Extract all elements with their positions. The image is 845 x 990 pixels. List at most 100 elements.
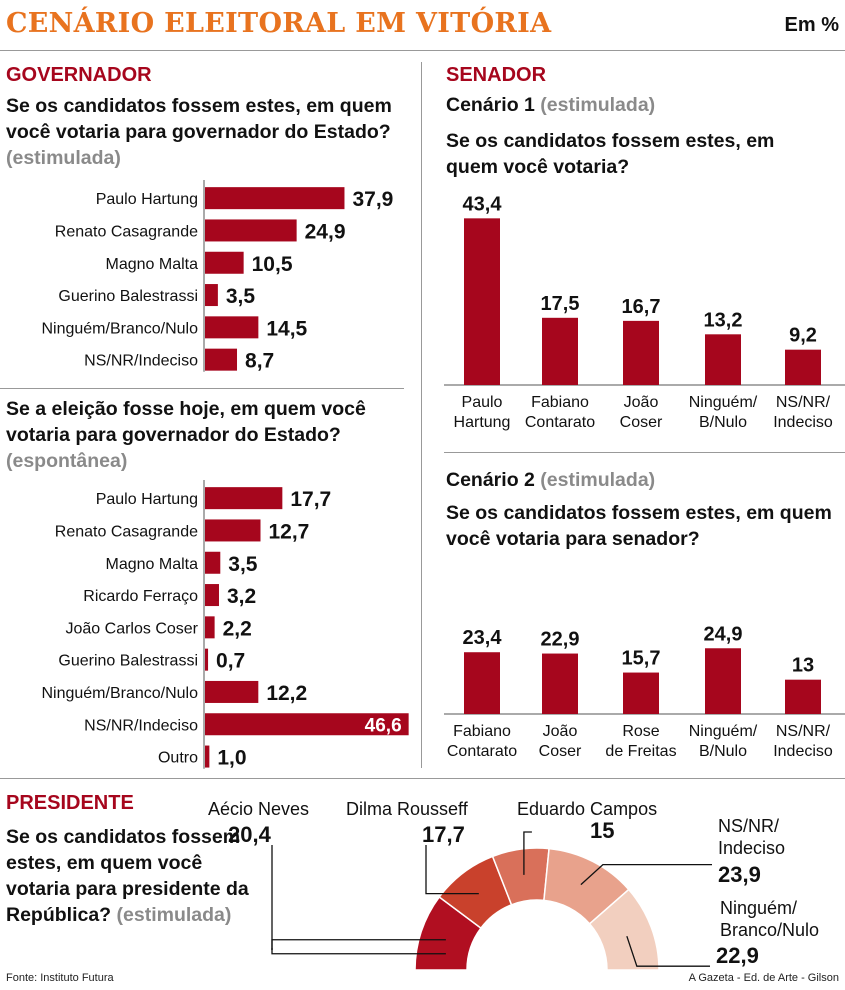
gov-q2-tag: (espontânea) [6,450,128,472]
sen-divider [444,452,845,453]
data-label: 17,5 [541,293,580,315]
data-label: 17,7 [422,822,465,847]
category-label: Aécio Neves [208,799,309,819]
gov2-chart: Paulo Hartung 17,7 Renato Casagrande 12,7 Ma… [41,480,409,770]
bar [705,334,741,385]
data-label: 0,7 [216,650,245,673]
sen-c1-tag: (estimulada) [540,94,656,116]
gov1-chart: Paulo Hartung 37,9 Renato Casagrande 24,9 Ma… [41,180,393,373]
data-label: 46,6 [365,715,402,736]
data-label: 17,7 [290,488,331,511]
bar [205,487,283,510]
data-label: 3,2 [227,585,256,608]
category-label: Fabiano [531,394,589,411]
sen2-chart: 23,4 Fabiano Contarato 22,9 João Coser 15,7 Ros… [444,623,845,760]
category-label: Coser [539,743,582,760]
pres-chart: Aécio Neves 20,4 Dilma Rousseff 17,7 Eduardo… [208,799,819,971]
leader-line [271,845,446,955]
bar [205,713,409,736]
bar [785,349,821,385]
data-label: 12,2 [266,682,307,705]
data-label: 23,4 [463,627,503,649]
data-label: 8,7 [245,350,274,373]
gov-q2-question: Se a eleição fosse hoje, em quem você vo… [6,398,366,472]
data-label: 24,9 [704,623,743,645]
category-label: Renato Casagrande [55,223,198,240]
leader-line [523,831,532,875]
data-label: 3,5 [228,553,258,576]
bar [205,519,261,542]
category-label: Outro [158,750,198,767]
data-label: 20,4 [228,822,272,847]
pres-tag: (estimulada) [116,904,232,926]
data-label: 23,9 [718,862,761,887]
unit-label: Em % [784,14,839,36]
category-label: Magno Malta [106,556,199,573]
sen-c1-question: Se os candidatos fossem estes, em quem v… [446,130,775,178]
category-label: Ricardo Ferraço [83,588,198,605]
bar [205,316,259,339]
data-label: 1,0 [217,747,246,770]
bar [705,648,741,714]
category-label: Fabiano [453,723,511,740]
data-label: 13 [792,655,814,677]
bar [205,551,221,574]
gov-q1-question: Se os candidatos fossem estes, em quem v… [6,95,392,169]
category-label: Guerino Balestrassi [58,288,198,305]
category-label: Paulo [462,394,503,411]
bar [464,218,500,385]
category-label: Ninguém/ [689,394,758,411]
data-label: 15 [590,818,614,843]
category-label: de Freitas [605,743,676,760]
category-label: Ninguém/ [689,723,758,740]
category-label: NS/NR/Indeciso [84,717,198,734]
credit-note: A Gazeta - Ed. de Arte - Gilson [688,972,839,984]
category-label: Hartung [454,414,511,431]
bar [785,679,821,714]
leader-line [425,845,479,895]
bar [623,320,659,385]
bar [205,187,345,210]
sen-c1-title: Cenário 1 (estimulada) [446,94,656,116]
sen-c2-tag: (estimulada) [540,469,656,491]
category-label: Rose [622,723,659,740]
gov-divider [0,388,404,389]
data-label: 12,7 [268,520,309,543]
category-label: Guerino Balestrassi [58,653,198,670]
category-label: Branco/Nulo [720,920,819,940]
sen1-chart: 43,4 Paulo Hartung 17,5 Fabiano Contarato 16,7… [444,193,845,431]
bar [205,251,244,274]
data-label: 13,2 [704,309,743,331]
category-label: NS/NR/ [776,394,831,411]
category-label: Contarato [525,414,595,431]
bar [205,648,209,671]
data-label: 22,9 [541,629,580,651]
category-label: Coser [620,414,663,431]
bar [542,653,578,714]
header-divider [0,50,845,51]
category-label: Magno Malta [106,256,199,273]
pres-question: Se os candidatos fossem estes, em quem v… [6,826,249,926]
data-label: 15,7 [622,648,661,670]
data-label: 37,9 [352,188,393,211]
pres-divider [0,778,845,779]
data-label: 3,5 [226,285,256,308]
data-label: 9,2 [789,325,817,347]
sen-c2-question: Se os candidatos fossem estes, em quem v… [446,502,832,550]
data-label: 10,5 [252,253,293,276]
category-label: NS/NR/ [776,723,831,740]
presidente-heading: PRESIDENTE [6,792,134,814]
bar [464,652,500,714]
data-label: 22,9 [716,943,759,968]
category-label: Indeciso [773,743,833,760]
category-label: Indeciso [718,838,785,858]
category-label: NS/NR/Indeciso [84,353,198,370]
category-label: Contarato [447,743,517,760]
column-divider [421,62,422,768]
data-label: 2,2 [223,617,252,640]
category-label: Paulo Hartung [96,191,198,208]
source-note: Fonte: Instituto Futura [6,972,114,984]
data-label: 16,7 [622,296,661,318]
category-label: João [624,394,659,411]
category-label: B/Nulo [699,743,747,760]
